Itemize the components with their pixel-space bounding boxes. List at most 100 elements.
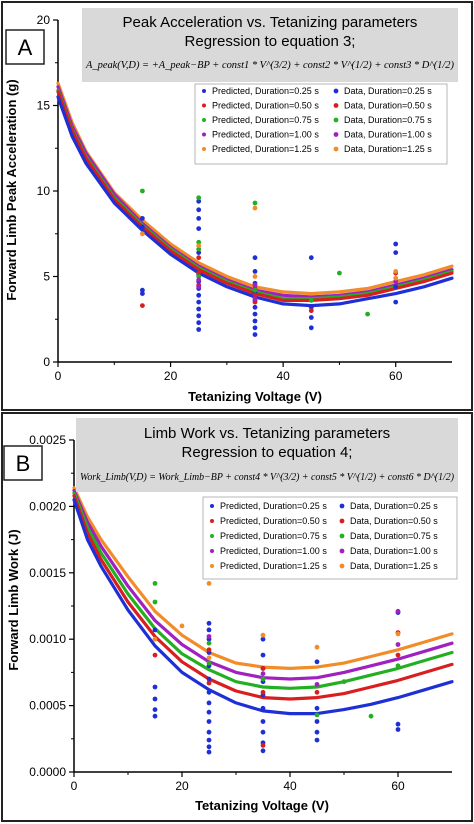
panel-a-data-point [308, 304, 314, 310]
panel-b-predicted-curve-0_25 [72, 498, 454, 716]
panel-a-legend-data-marker [333, 132, 339, 137]
panel-a-data-point [393, 299, 399, 305]
panel-a-legend-predicted-marker [202, 103, 206, 108]
panel-b-data-point [206, 660, 212, 666]
panel-b-data-point [260, 666, 266, 671]
panel-a-equation: A_peak(V,D) = +A_peak−BP + const1 * V^(3… [85, 60, 455, 71]
panel-b-y-tick-label: 0.0005 [29, 699, 66, 713]
panel-a-legend-predicted-marker [202, 118, 206, 122]
panel-a-data-point [196, 277, 202, 283]
panel-b-data-point [395, 631, 401, 637]
panel-b: 0 20 40 60 0.0000 0.0005 0.0010 0.0015 0.0020 0.0… [1, 412, 473, 822]
panel-b-data-point [152, 627, 158, 633]
panel-b-y-tick-label: 0.0020 [29, 499, 66, 513]
panel-a-data-point [252, 318, 258, 324]
panel-b-data-point [206, 680, 212, 686]
panel-a-x-axis-title: Tetanizing Voltage (V) [188, 389, 322, 404]
panel-b-data-point [152, 581, 158, 586]
panel-b-frame [1, 412, 473, 822]
panel-b-data-point [206, 719, 212, 724]
panel-a-letter-box [5, 29, 45, 65]
panel-b-data-point [314, 689, 320, 695]
panel-a-predicted-curve-0_25 [56, 95, 454, 308]
panel-b-data-point [206, 640, 212, 646]
panel-a-data-point [196, 198, 202, 204]
panel-b-data-point [368, 713, 374, 719]
panel-b-legend-predicted-marker [210, 564, 214, 568]
panel-b-data-point [314, 644, 320, 650]
panel-b-data-point [395, 652, 401, 658]
panel-b-data-point [206, 744, 212, 750]
panel-a-data-point [252, 304, 258, 310]
panel-b-data-point [206, 689, 212, 695]
panel-a-data-point [252, 287, 258, 293]
panel-b-legend-data-marker [339, 563, 345, 569]
panel-b-data-point [206, 729, 212, 735]
panel-b-x-tick-label: 0 [71, 779, 78, 793]
panel-b-x-tick-label: 40 [283, 779, 297, 793]
panel-a-frame [1, 1, 473, 411]
panel-a-data-point [393, 279, 399, 284]
panel-b-predicted-curve-0_75 [72, 491, 454, 690]
panel-b-x-tick-label: 60 [391, 779, 405, 793]
panel-a-data-point [196, 292, 202, 298]
panel-a-data-point [140, 188, 145, 194]
panel-b-y-axis-title: Forward Limb Work (J) [6, 529, 21, 670]
panel-b-data-point [314, 682, 320, 687]
panel-b-data-point [152, 684, 158, 690]
panel-b-data-point [152, 707, 158, 712]
panel-a-data-point [196, 284, 202, 290]
panel-b-legend-data-marker [339, 533, 345, 539]
panel-a-x-tick-label: 60 [389, 369, 403, 383]
panel-a-data-point [196, 246, 202, 252]
panel-a-data-point [140, 291, 145, 296]
panel-a-data-point [393, 269, 399, 274]
panel-a-data-point [140, 287, 145, 293]
panel-a-data-point [196, 226, 202, 232]
panel-a-y-tick-label: 20 [37, 13, 51, 27]
panel-a-legend-data-label: Data, Duration=0.50 s [344, 101, 432, 111]
panel-a-legend-data-marker [333, 103, 339, 108]
panel-b-data-point [179, 623, 185, 629]
panel-b-y-tick-label: 0.0000 [29, 765, 66, 779]
panel-b-data-point [395, 727, 401, 732]
panel-b-legend-data-marker [339, 503, 345, 509]
panel-b-data-point [152, 652, 158, 658]
panel-b-data-point [260, 671, 266, 677]
panel-a-data-point [252, 255, 258, 261]
panel-a-data-point [196, 243, 202, 249]
panel-b-letter: B [16, 451, 31, 476]
panel-b-data-point [260, 748, 266, 754]
panel-a-subtitle: Regression to equation 3; [185, 33, 356, 50]
panel-a-data-point [252, 311, 258, 317]
panel-b-data-point [260, 636, 266, 642]
panel-a-legend-data-marker [333, 146, 339, 152]
panel-a-data-point [252, 269, 258, 274]
panel-b-predicted-curve-1_25 [72, 486, 454, 670]
panel-a-data-point [252, 292, 258, 298]
panel-b-legend [202, 496, 458, 580]
panel-a-letter: A [18, 35, 33, 60]
panel-b-x-tick-label: 20 [175, 779, 189, 793]
panel-b-y-tick-label: 0.0010 [29, 632, 66, 646]
panel-a-data-point [393, 275, 399, 281]
panel-b-data-point [206, 581, 212, 586]
panel-a-data-point [196, 255, 202, 261]
panel-a-x-tick-label: 40 [276, 369, 290, 383]
panel-b-data-point [260, 632, 266, 638]
panel-b-data-point [206, 627, 212, 633]
panel-b-legend-predicted-label: Predicted, Duration=0.75 s [220, 531, 327, 541]
panel-a-data-point [196, 306, 202, 312]
panel-b-legend-items: Predicted, Duration=0.25 s Data, Duration… [210, 501, 438, 571]
panel-b-data-point [314, 712, 320, 718]
panel-b-data-point [395, 663, 401, 669]
panel-b-data-point [206, 676, 212, 682]
panel-a-data-point [196, 250, 202, 256]
panel-b-data-point [341, 679, 347, 685]
panel-a-predicted-curve-0_5 [56, 90, 454, 302]
panel-b-legend-predicted-label: Predicted, Duration=1.25 s [220, 561, 327, 571]
panel-a-y-tick-label: 15 [37, 99, 51, 113]
panel-a-legend-data-marker [333, 88, 339, 94]
